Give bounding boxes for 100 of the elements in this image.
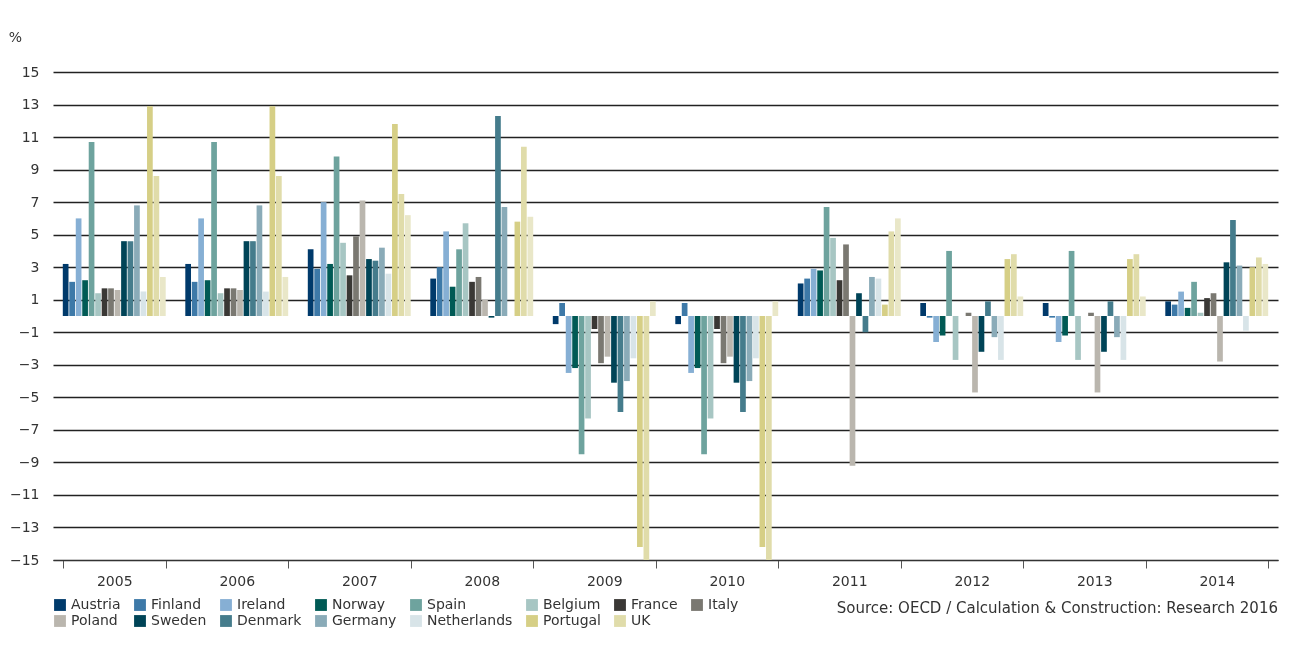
- bar: [366, 259, 372, 316]
- y-tick-label: 9: [30, 161, 40, 178]
- bar: [1127, 259, 1133, 316]
- bar: [727, 316, 733, 357]
- bar: [688, 316, 694, 373]
- bar: [95, 293, 101, 316]
- bar: [1217, 316, 1223, 362]
- bar: [1042, 302, 1049, 316]
- bar: [598, 316, 604, 364]
- legend-label: Italy: [708, 596, 739, 612]
- y-tick-label: 15: [21, 63, 40, 80]
- bar: [521, 146, 527, 316]
- bar: [307, 249, 314, 316]
- bar: [972, 316, 978, 393]
- bar: [482, 299, 488, 316]
- y-tick-label: −1: [18, 323, 40, 340]
- y-tick-label: 13: [21, 96, 40, 113]
- bar: [1101, 316, 1107, 352]
- bar: [572, 316, 578, 369]
- y-tick-label: −9: [18, 453, 40, 470]
- bar: [134, 205, 140, 316]
- bar: [185, 263, 191, 316]
- bar: [1062, 316, 1068, 336]
- y-tick-label: −13: [9, 518, 40, 535]
- x-tick-label: 2009: [586, 572, 623, 589]
- bar: [753, 316, 759, 359]
- bar: [830, 237, 836, 316]
- bar: [585, 316, 591, 419]
- x-tick-label: 2010: [709, 572, 746, 589]
- bar: [1075, 316, 1081, 360]
- bar: [340, 242, 346, 316]
- x-tick-label: 2014: [1199, 572, 1236, 589]
- legend-label: Finland: [151, 596, 202, 612]
- bar: [327, 263, 333, 316]
- legend-label: Denmark: [237, 612, 303, 628]
- bar: [946, 250, 952, 316]
- bar: [611, 316, 617, 383]
- legend-label: Portugal: [543, 612, 601, 628]
- bar: [817, 270, 823, 316]
- y-tick-label: −5: [18, 388, 40, 405]
- bar: [985, 301, 991, 316]
- bar: [392, 124, 398, 316]
- bar: [772, 301, 779, 316]
- bar: [276, 176, 282, 316]
- legend-label: Germany: [332, 612, 397, 628]
- y-tick-label: 3: [30, 258, 40, 275]
- bar: [701, 316, 707, 455]
- bar: [430, 278, 436, 316]
- bar: [650, 301, 656, 316]
- y-tick-label: −15: [9, 551, 40, 568]
- bar: [379, 247, 385, 316]
- bar: [1243, 316, 1249, 331]
- legend-label: Norway: [332, 596, 386, 612]
- bar: [559, 302, 565, 316]
- bar: [405, 215, 411, 316]
- bar: [1114, 316, 1120, 338]
- bar: [1230, 220, 1236, 316]
- bar: [740, 316, 746, 412]
- bar: [69, 281, 75, 316]
- bar: [237, 289, 243, 316]
- legend-label: UK: [631, 612, 652, 628]
- bar: [198, 218, 204, 316]
- bar: [1191, 281, 1197, 316]
- bar: [933, 316, 939, 343]
- bar: [527, 216, 534, 316]
- y-tick-label: 1: [30, 291, 40, 308]
- bar: [224, 288, 230, 316]
- bar: [1256, 257, 1262, 316]
- bar: [869, 276, 875, 316]
- legend-label: Netherlands: [427, 612, 513, 628]
- legend-label: Spain: [427, 596, 467, 612]
- bar: [443, 231, 449, 316]
- bar: [624, 316, 630, 382]
- bar: [62, 263, 69, 316]
- bar: [804, 278, 810, 316]
- legend-label: Sweden: [151, 612, 207, 628]
- bar: [843, 244, 849, 316]
- bar: [121, 241, 127, 316]
- x-tick-label: 2007: [341, 572, 378, 589]
- bar: [1011, 254, 1017, 316]
- bar: [282, 276, 289, 316]
- bar: [675, 316, 681, 325]
- legend-label: Ireland: [237, 596, 286, 612]
- bar: [797, 283, 804, 316]
- legend-label: Belgium: [543, 596, 601, 612]
- y-tick-label: 5: [30, 226, 40, 243]
- y-axis-title: %: [8, 28, 23, 45]
- bar: [895, 218, 901, 316]
- bar: [714, 316, 720, 330]
- legend-label: France: [631, 596, 678, 612]
- x-tick-label: 2011: [831, 572, 868, 589]
- bar: [1088, 312, 1094, 316]
- y-tick-label: −3: [18, 356, 40, 373]
- bar: [998, 316, 1004, 360]
- y-tick-label: −7: [18, 421, 40, 438]
- bar: [637, 316, 643, 547]
- bar: [1178, 291, 1184, 316]
- bar: [147, 106, 153, 316]
- x-tick-label: 2012: [954, 572, 991, 589]
- bar: [1204, 298, 1210, 316]
